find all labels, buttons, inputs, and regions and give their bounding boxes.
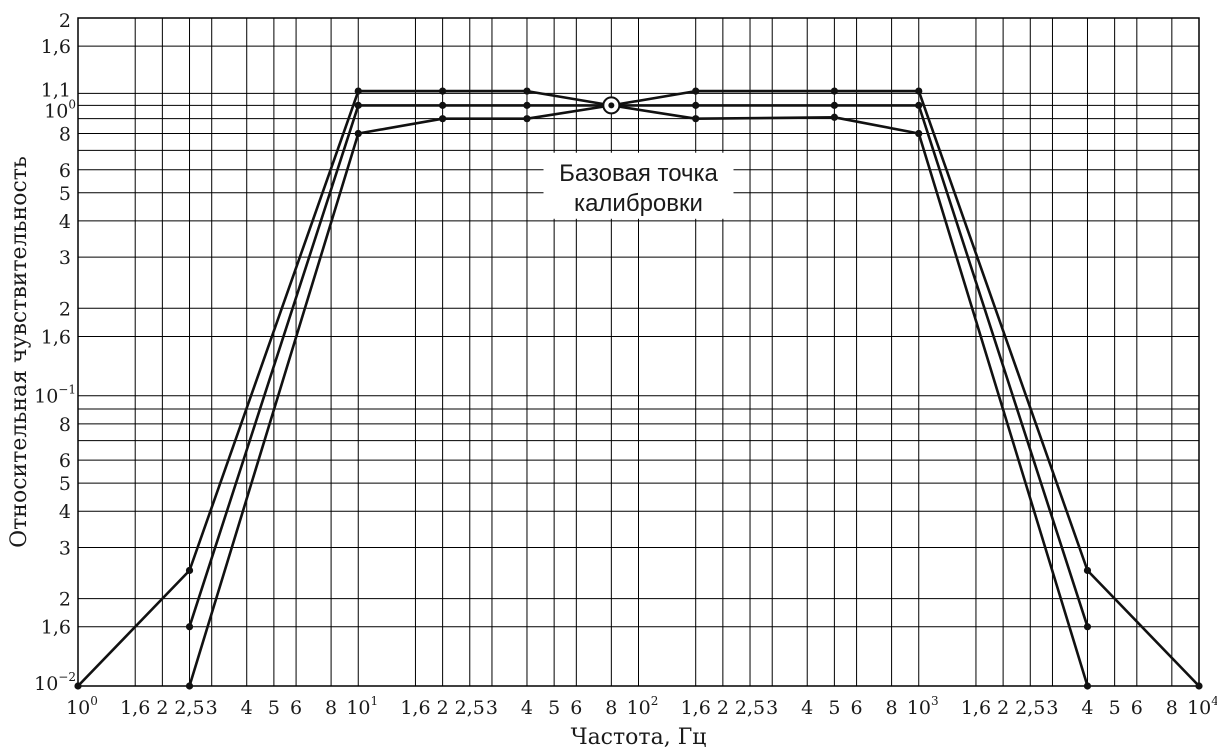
y-tick-label: 3 (59, 247, 71, 269)
x-tick-label: 4 (1081, 697, 1093, 719)
x-tick-label: 104 (1187, 694, 1217, 719)
y-tick-label: 8 (59, 414, 71, 436)
y-tick-label: 1,6 (41, 617, 71, 639)
series-1-point (185, 566, 194, 575)
series-1-point (523, 87, 531, 95)
x-tick-label: 8 (1166, 697, 1178, 719)
y-tick-label: 10−2 (34, 670, 76, 695)
series-1-point (74, 682, 82, 690)
x-tick-label: 3 (486, 697, 498, 719)
x-tick-label: 8 (325, 697, 337, 719)
series-2-point (915, 101, 923, 109)
y-tick-label: 5 (59, 473, 71, 495)
x-tick-label: 1,6 (400, 697, 430, 719)
y-axis-label: Относительная чувствительность (7, 156, 32, 548)
x-tick-label: 5 (828, 697, 840, 719)
x-tick-label: 3 (1046, 697, 1058, 719)
x-tick-label: 2 (717, 697, 729, 719)
x-tick-label: 5 (1109, 697, 1121, 719)
series-3-point (1083, 682, 1092, 690)
series-1-point (1195, 682, 1203, 690)
x-tick-label: 6 (290, 697, 302, 719)
calibration-point (602, 96, 621, 115)
x-tick-label: 3 (206, 697, 218, 719)
x-tick-label: 1,6 (681, 697, 711, 719)
annotation-background (543, 152, 734, 219)
series-1-point (1083, 566, 1092, 575)
x-tick-label: 3 (766, 697, 778, 719)
series-2-point (523, 101, 531, 109)
series-2-point (692, 101, 700, 109)
y-tick-label: 4 (59, 211, 71, 233)
y-tick-label: 2 (59, 10, 71, 32)
series-1-point (354, 87, 362, 95)
annotation: Базовая точка калибровки (543, 152, 734, 219)
y-tick-label: 6 (59, 160, 71, 182)
x-tick-label: 2,5 (455, 697, 485, 719)
y-tick-label: 2 (59, 589, 71, 611)
y-tick-label: 3 (59, 537, 71, 559)
x-tick-label: 6 (1131, 697, 1143, 719)
x-tick-label: 4 (241, 697, 253, 719)
x-tick-label: 8 (886, 697, 898, 719)
series-2-point (439, 101, 447, 109)
y-tick-label: 1,1 (41, 79, 71, 101)
plot-frame (77, 17, 1200, 687)
y-tick-label: 100 (44, 97, 76, 122)
annotation-line-2: калибровки (574, 190, 703, 217)
x-tick-label: 101 (346, 694, 378, 719)
series-2-point (830, 101, 838, 109)
x-tick-labels: 100 1,6 2 2,5 3 4 5 6 8 101 1,6 2 2,5 3 4 5 6 8 102 1,6 2 2,5… (66, 694, 1217, 719)
x-tick-label: 2 (997, 697, 1009, 719)
series-3-point (523, 115, 531, 123)
x-tick-label: 5 (548, 697, 560, 719)
series-3-point (830, 113, 838, 121)
x-tick-label: 4 (521, 697, 533, 719)
grid (77, 17, 1200, 687)
x-tick-label: 1,6 (961, 697, 991, 719)
x-tick-label: 2 (156, 697, 168, 719)
y-tick-label: 1,6 (41, 36, 71, 58)
series-2-point (1083, 623, 1092, 631)
y-tick-label: 8 (59, 124, 71, 146)
x-tick-label: 6 (570, 697, 582, 719)
x-tick-label: 102 (627, 694, 659, 719)
series-3-point (439, 115, 447, 123)
series-3-point (915, 129, 923, 138)
x-tick-label: 2,5 (1015, 697, 1045, 719)
x-tick-label: 1,6 (120, 697, 150, 719)
x-tick-label: 8 (605, 697, 617, 719)
y-tick-label: 5 (59, 183, 71, 205)
series-3-point (185, 682, 194, 690)
x-tick-label: 2,5 (735, 697, 765, 719)
series-2-point (354, 101, 362, 109)
series-2-point (185, 623, 194, 631)
x-tick-label: 2,5 (174, 697, 204, 719)
y-tick-label: 10−1 (34, 383, 76, 408)
y-tick-label: 4 (59, 501, 71, 523)
x-tick-label: 5 (268, 697, 280, 719)
series-1-point (439, 87, 447, 95)
y-tick-label: 1,6 (41, 326, 71, 348)
x-tick-label: 6 (851, 697, 863, 719)
series-1-point (915, 87, 923, 95)
series-3-point (354, 129, 362, 138)
x-tick-label: 4 (801, 697, 813, 719)
x-tick-label: 100 (66, 694, 98, 719)
x-axis-label: Частота, Гц (571, 725, 707, 750)
y-tick-label: 6 (59, 450, 71, 472)
series-1-point (830, 87, 838, 95)
x-tick-label: 2 (437, 697, 449, 719)
series-1-point (692, 87, 700, 95)
series-3-point (692, 115, 700, 123)
calibration-point-dot (608, 102, 615, 109)
y-tick-label: 2 (59, 298, 71, 320)
annotation-line-1: Базовая точка (559, 160, 718, 187)
x-tick-label: 103 (907, 694, 939, 719)
